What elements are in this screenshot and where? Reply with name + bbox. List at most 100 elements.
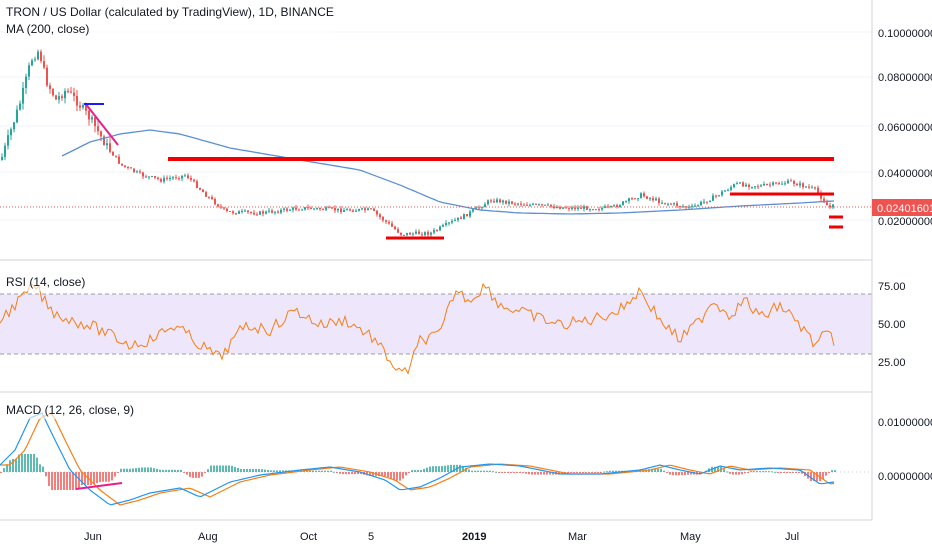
candle-body	[277, 211, 279, 213]
time-tick-mar: Mar	[568, 531, 587, 543]
trend-line-down[interactable]	[84, 102, 119, 146]
price-axis[interactable]: 0.10000000 0.08000000 0.06000000 0.04000…	[871, 0, 932, 520]
macd-hist-bar	[6, 464, 8, 472]
price-legend: TRON / US Dollar (calculated by TradingV…	[6, 4, 334, 38]
candle-body	[556, 206, 558, 209]
macd-hist-bar	[750, 471, 752, 473]
macd-hist-bar	[219, 465, 221, 472]
macd-hist-bar	[660, 468, 662, 472]
macd-hist-bar	[441, 466, 443, 472]
candle-body	[808, 186, 810, 188]
macd-hist-bar	[591, 472, 593, 473]
candle-body	[727, 189, 729, 191]
macd-hist-bar	[510, 472, 512, 473]
macd-hist-bar	[651, 468, 653, 472]
macd-hist-bar	[369, 472, 371, 476]
candle-body	[121, 163, 123, 166]
candle-body	[118, 156, 120, 164]
macd-hist-bar	[666, 472, 668, 473]
candle-body	[814, 187, 816, 189]
candle-body	[283, 208, 285, 210]
macd-hist-bar	[741, 472, 743, 475]
candle-body	[466, 214, 468, 217]
macd-hist-bar	[36, 457, 38, 472]
macd-hist-bar	[771, 471, 773, 473]
candle-body	[517, 203, 519, 205]
candle-body	[49, 85, 51, 89]
macd-hist-bar	[99, 472, 101, 483]
candle-body	[103, 136, 105, 146]
candle-body	[61, 96, 63, 99]
candlestick-series	[1, 49, 834, 238]
rsi-pane[interactable]	[0, 282, 872, 393]
chart-title: TRON / US Dollar (calculated by TradingV…	[6, 5, 334, 19]
macd-hist-bar	[162, 469, 164, 472]
macd-hist-bar	[450, 464, 452, 472]
candle-body	[211, 197, 213, 200]
macd-hist-bar	[801, 472, 803, 474]
candle-body	[7, 135, 9, 146]
macd-hist-bar	[744, 472, 746, 474]
ma-legend[interactable]: MA (200, close)	[6, 22, 90, 36]
candle-body	[817, 187, 819, 193]
macd-label[interactable]: MACD (12, 26, close, 9)	[6, 403, 135, 417]
price-pane[interactable]	[0, 31, 872, 261]
macd-hist-bar	[516, 472, 518, 473]
macd-hist-bar	[603, 471, 605, 473]
candle-body	[796, 183, 798, 186]
candle-body	[184, 175, 186, 177]
candle-body	[493, 201, 495, 203]
candle-body	[331, 207, 333, 209]
macd-hist-bar	[24, 454, 26, 472]
candle-body	[502, 200, 504, 203]
candle-body	[490, 200, 492, 202]
rsi-legend: RSI (14, close)	[6, 274, 86, 291]
macd-hist-bar	[174, 469, 176, 472]
candle-body	[64, 90, 66, 99]
macd-hist-bar	[816, 472, 818, 482]
candle-body	[628, 198, 630, 202]
candle-body	[388, 221, 390, 224]
candle-body	[784, 183, 786, 185]
macd-hist-bar	[723, 469, 725, 472]
candle-body	[802, 183, 804, 188]
candle-body	[250, 212, 252, 214]
macd-hist-bar	[552, 472, 554, 475]
candle-body	[343, 210, 345, 212]
macd-hist-bar	[126, 468, 128, 472]
macd-hist-bar	[261, 469, 263, 472]
macd-hist-bar	[72, 472, 74, 490]
macd-hist-bar	[150, 467, 152, 472]
candle-body	[160, 179, 162, 182]
candle-body	[52, 88, 54, 96]
macd-hist-bar	[447, 465, 449, 472]
candle-body	[520, 203, 522, 205]
macd-hist-bar	[210, 465, 212, 472]
macd-pane[interactable]	[0, 412, 872, 521]
macd-hist-bar	[507, 472, 509, 473]
rsi-label[interactable]: RSI (14, close)	[6, 275, 86, 289]
macd-signal-line	[0, 412, 835, 506]
macd-hist-bar	[414, 470, 416, 472]
macd-hist-bar	[27, 454, 29, 472]
macd-hist-bar	[396, 472, 398, 481]
macd-hist-bar	[321, 470, 323, 472]
candle-body	[655, 198, 657, 201]
candle-body	[694, 205, 696, 207]
macd-hist-bar	[402, 472, 404, 479]
candle-body	[391, 223, 393, 227]
candle-body	[580, 207, 582, 209]
macd-hist-bar	[333, 471, 335, 473]
macd-hist-bar	[66, 472, 68, 490]
time-axis[interactable]: Jun Aug Oct 5 2019 Mar May Jul	[84, 531, 799, 543]
macd-hist-bar	[483, 470, 485, 472]
macd-hist-bar	[549, 472, 551, 475]
macd-hist-bar	[159, 469, 161, 472]
macd-trend-line[interactable]	[75, 482, 123, 490]
candle-body	[487, 200, 489, 205]
candle-body	[742, 182, 744, 187]
candle-body	[430, 232, 432, 235]
macd-hist-bar	[309, 470, 311, 472]
candle-body	[373, 208, 375, 211]
